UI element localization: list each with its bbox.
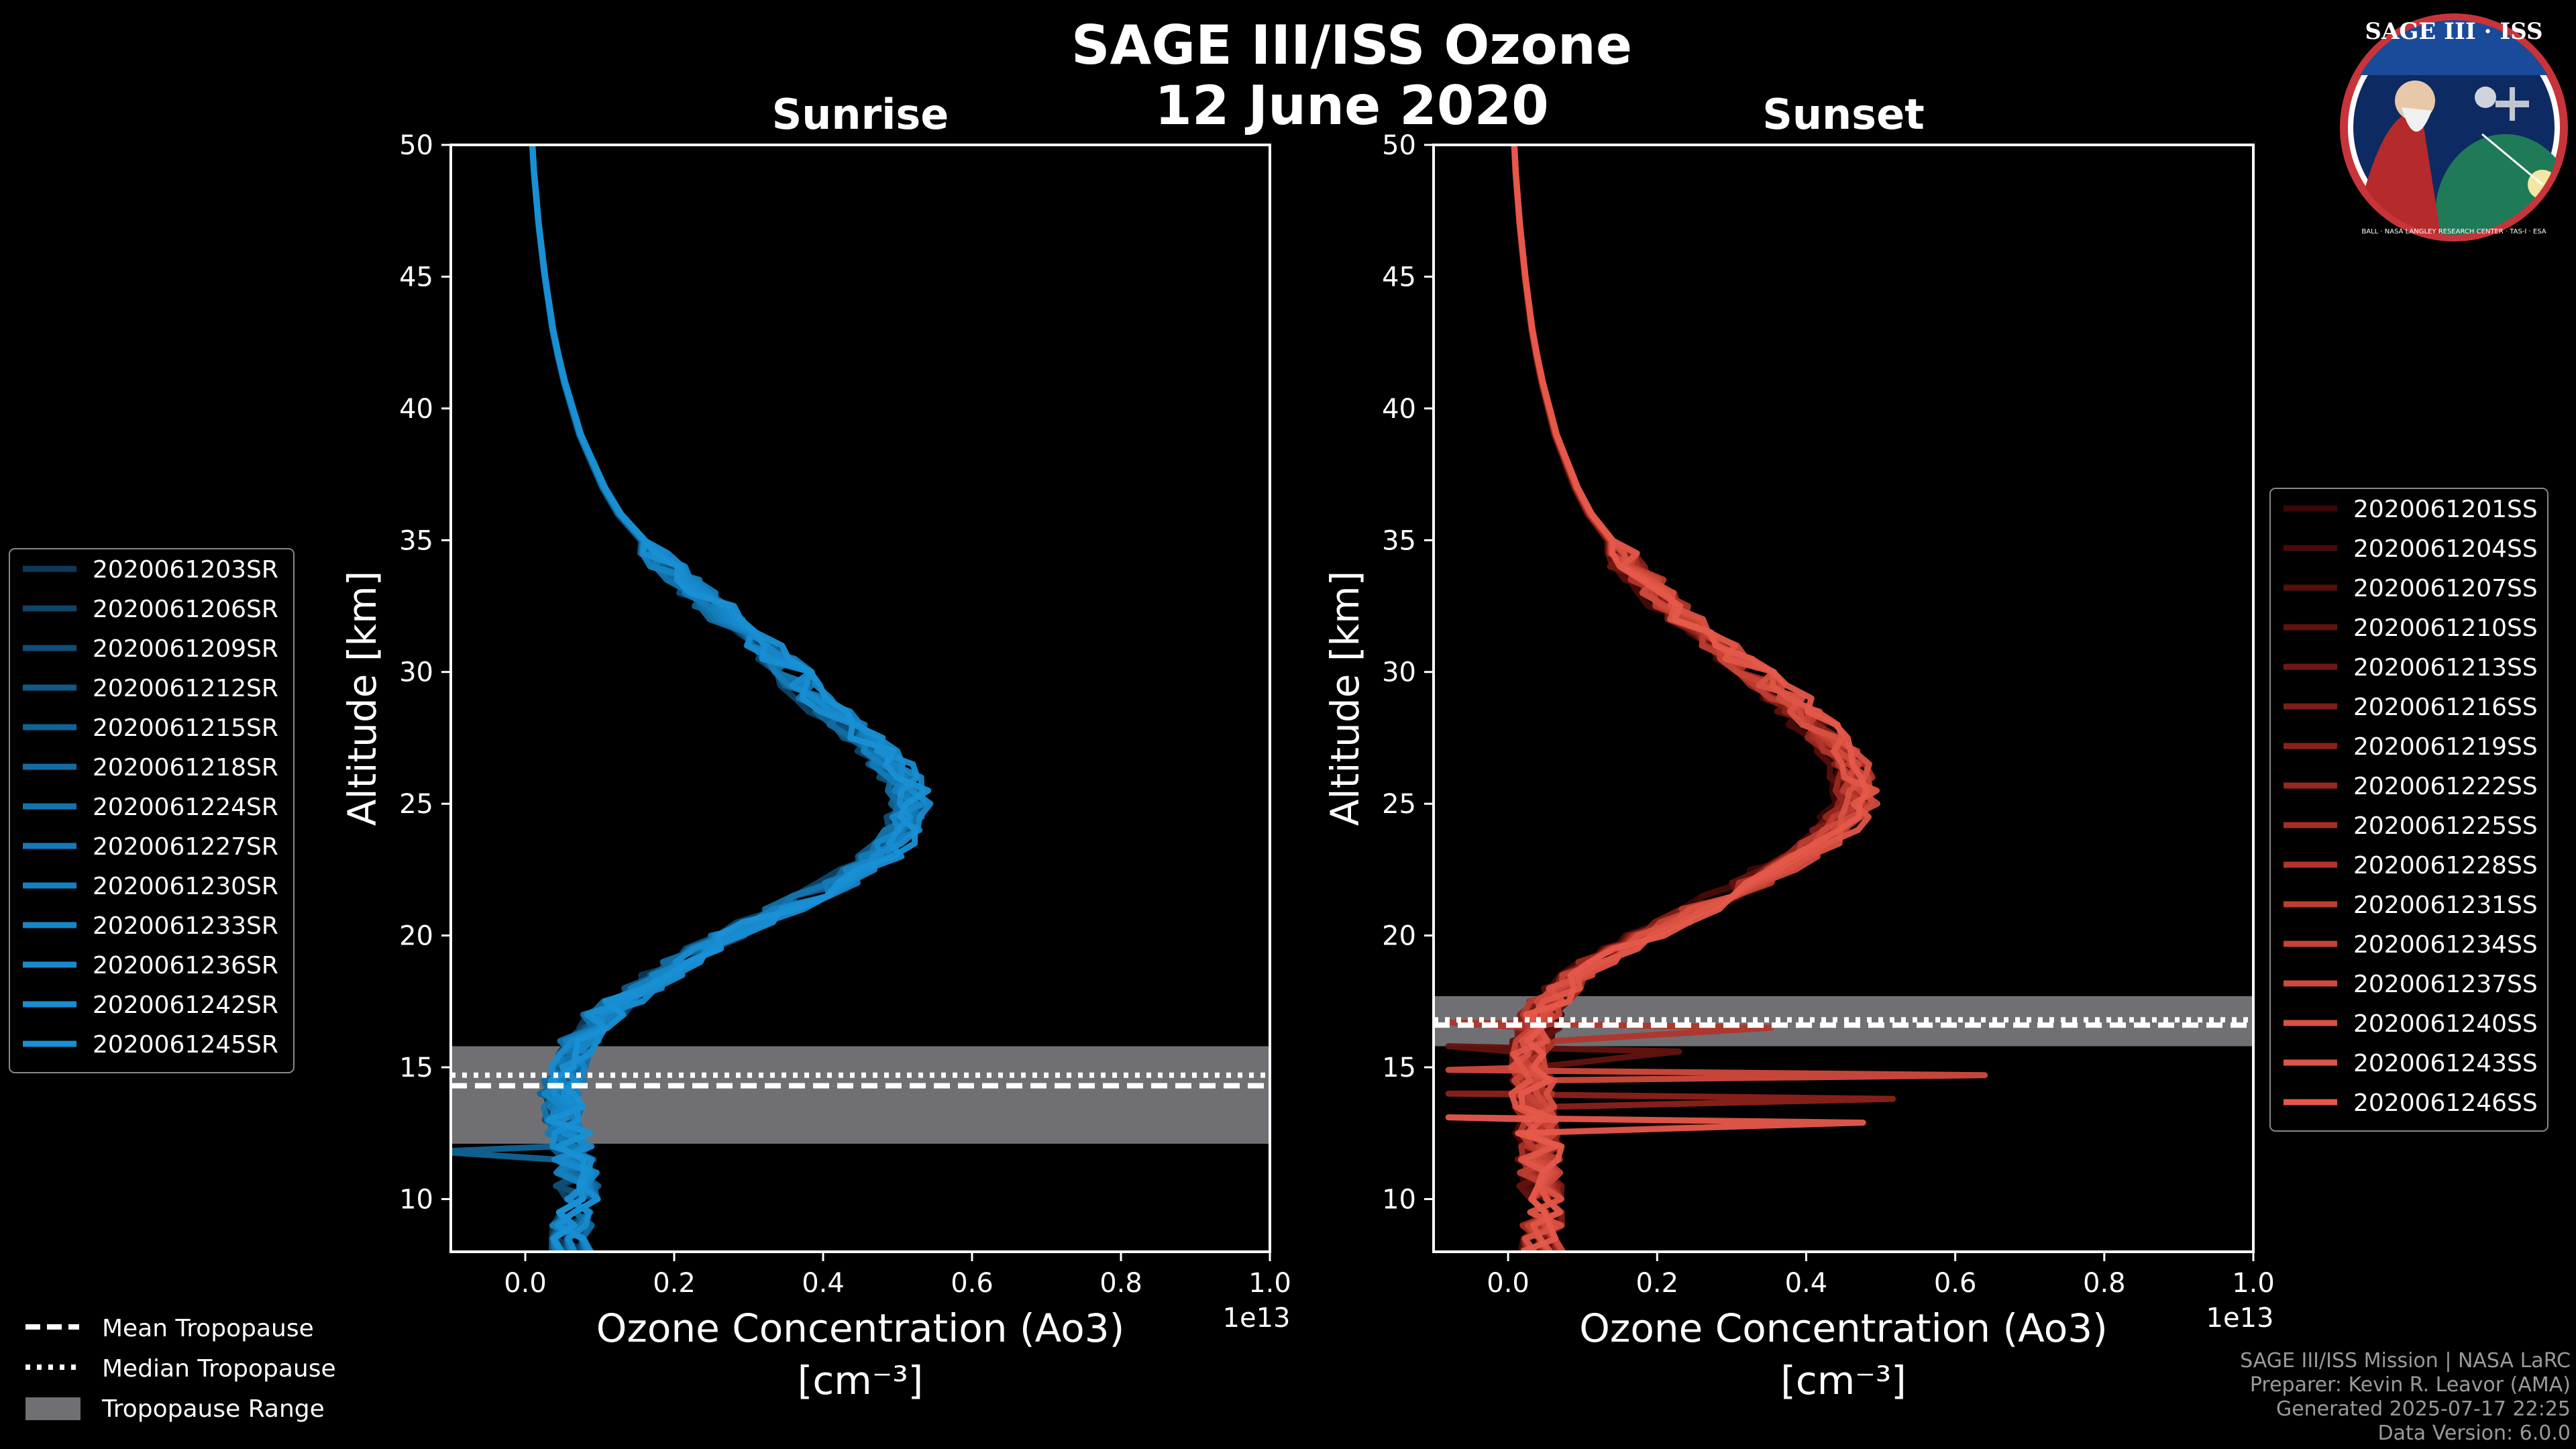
y-tick-label: 40 [1382,394,1416,425]
logo-subtitle: BALL · NASA LANGLEY RESEARCH CENTER · TA… [2361,228,2546,235]
y-tick-label: 45 [1382,262,1416,292]
mean-tropopause-label: Mean Tropopause [102,1315,314,1342]
legend-label-2020061201SS: 2020061201SS [2353,496,2538,523]
legend-label-2020061227SR: 2020061227SR [93,833,278,861]
sunset-legend: 2020061201SS 2020061204SS 2020061207SS 2020… [2269,488,2548,1132]
legend-label-2020061246SS: 2020061246SS [2353,1089,2538,1117]
y-tick-label: 10 [399,1184,433,1215]
y-tick-label: 45 [399,262,433,292]
legend-label-2020061243SS: 2020061243SS [2353,1050,2538,1077]
tropopause-range-swatch [25,1397,80,1420]
legend-label-2020061216SS: 2020061216SS [2353,694,2538,721]
legend-label-2020061222SS: 2020061222SS [2353,773,2538,800]
y-tick-label: 35 [1382,525,1416,556]
credit-mission: SAGE III/ISS Mission | NASA LaRC [2240,1349,2571,1373]
legend-label-2020061206SR: 2020061206SR [93,596,278,623]
legend-label-2020061210SS: 2020061210SS [2353,614,2538,642]
legend-box [2269,488,2548,1132]
y-tick-label: 25 [1382,789,1416,820]
credit-data-version: Data Version: 6.0.0 [2378,1421,2571,1445]
x-tick-label: 0.0 [1487,1268,1529,1299]
legend-label-2020061215SR: 2020061215SR [93,714,278,742]
y-tick-label: 15 [399,1053,433,1083]
x-axis-scale-label: 1e13 [1223,1303,1291,1334]
x-axis-label: Ozone Concentration (Ao3) [596,1305,1125,1351]
legend-label-2020061245SR: 2020061245SR [93,1031,278,1059]
legend-label-2020061204SS: 2020061204SS [2353,535,2538,563]
legend-label-2020061230SR: 2020061230SR [93,873,278,900]
credits: SAGE III/ISS Mission | NASA LaRC Prepare… [2240,1349,2571,1445]
profile-line-2020061245SR [529,145,932,1252]
y-tick-label: 25 [399,789,433,820]
x-axis-unit: [cm⁻³] [1780,1358,1907,1403]
tropopause-legend: Mean Tropopause Median Tropopause Tropop… [25,1315,336,1423]
legend-label-2020061224SR: 2020061224SR [93,794,278,821]
x-axis-label: Ozone Concentration (Ao3) [1579,1305,2108,1351]
y-tick-label: 15 [1382,1053,1416,1083]
plot-area [1434,145,2253,1252]
x-axis-scale-label: 1e13 [2206,1303,2274,1334]
x-tick-label: 0.4 [802,1268,845,1299]
x-tick-label: 0.8 [1099,1268,1142,1299]
x-tick-label: 0.6 [1934,1268,1977,1299]
y-tick-label: 20 [399,921,433,952]
sunrise-panel: 0.0 0.2 0.4 0.6 0.8 1.0 10 15 20 25 30 35 40 45 50 Sunr… [339,90,1291,1403]
legend-label-2020061231SS: 2020061231SS [2353,892,2538,919]
legend-label-2020061236SR: 2020061236SR [93,952,278,979]
legend-label-2020061240SS: 2020061240SS [2353,1010,2538,1038]
x-tick-label: 0.4 [1785,1268,1828,1299]
figure-title-line1: SAGE III/ISS Ozone [1071,14,1632,76]
y-tick-label: 20 [1382,921,1416,952]
median-tropopause-label: Median Tropopause [102,1355,336,1383]
legend-label-2020061213SS: 2020061213SS [2353,654,2538,682]
figure-title-line2: 12 June 2020 [1155,74,1549,137]
x-tick-label: 0.6 [951,1268,994,1299]
axes-frame [1432,144,2255,1253]
legend-label-2020061234SS: 2020061234SS [2353,931,2538,959]
logo-title: SAGE III · ISS [2365,18,2542,45]
x-tick-label: 0.8 [2083,1268,2126,1299]
profile-line-2020061246SS [1445,145,1870,1252]
legend-label-2020061242SR: 2020061242SR [93,991,278,1019]
sage-iii-iss-logo: SAGE III · ISS BALL · NASA LANGLEY RESEA… [2340,13,2568,241]
y-tick-label: 50 [399,130,433,161]
legend-label-2020061212SR: 2020061212SR [93,675,278,702]
tropopause-range-label: Tropopause Range [101,1395,325,1423]
y-tick-label: 40 [399,394,433,425]
legend-label-2020061203SR: 2020061203SR [93,556,278,584]
y-tick-label: 30 [399,657,433,688]
legend-label-2020061225SS: 2020061225SS [2353,812,2538,840]
legend-label-2020061228SS: 2020061228SS [2353,852,2538,879]
panel-title: Sunrise [772,90,949,139]
legend-label-2020061237SS: 2020061237SS [2353,971,2538,998]
x-tick-label: 0.2 [1635,1268,1678,1299]
y-tick-label: 30 [1382,657,1416,688]
plot-area [451,145,1270,1252]
x-tick-label: 1.0 [1248,1268,1291,1299]
x-tick-label: 1.0 [2232,1268,2275,1299]
credit-generated: Generated 2025-07-17 22:25 [2276,1397,2571,1421]
sunset-panel: 0.0 0.2 0.4 0.6 0.8 1.0 10 15 20 25 30 35 40 45 50 Suns… [1322,90,2275,1403]
legend-label-2020061219SS: 2020061219SS [2353,733,2538,761]
panel-title: Sunset [1762,90,1925,139]
credit-preparer: Preparer: Kevin R. Leavor (AMA) [2250,1373,2571,1397]
y-tick-label: 10 [1382,1184,1416,1215]
y-axis-label: Altitude [km] [1322,571,1368,826]
y-tick-label: 50 [1382,130,1416,161]
legend-label-2020061233SR: 2020061233SR [93,912,278,940]
legend-box [9,548,294,1073]
y-tick-label: 35 [399,525,433,556]
legend-label-2020061218SR: 2020061218SR [93,754,278,782]
sunrise-legend: 2020061203SR 2020061206SR 2020061209SR 2020… [9,548,294,1073]
x-tick-label: 0.0 [504,1268,547,1299]
x-axis-unit: [cm⁻³] [798,1358,924,1403]
legend-label-2020061207SS: 2020061207SS [2353,575,2538,602]
axes-frame [449,144,1271,1253]
x-tick-label: 0.2 [653,1268,696,1299]
legend-label-2020061209SR: 2020061209SR [93,635,278,663]
y-axis-label: Altitude [km] [339,571,385,826]
